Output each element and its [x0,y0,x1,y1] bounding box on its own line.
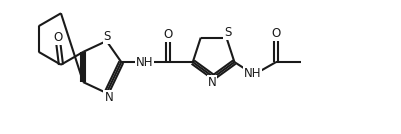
Text: S: S [224,26,232,39]
Text: N: N [208,76,217,89]
Text: S: S [103,30,111,43]
Text: O: O [271,27,281,40]
Text: N: N [104,91,113,104]
Text: NH: NH [244,67,261,80]
Text: O: O [164,28,173,41]
Text: O: O [53,31,63,44]
Text: NH: NH [136,56,154,69]
